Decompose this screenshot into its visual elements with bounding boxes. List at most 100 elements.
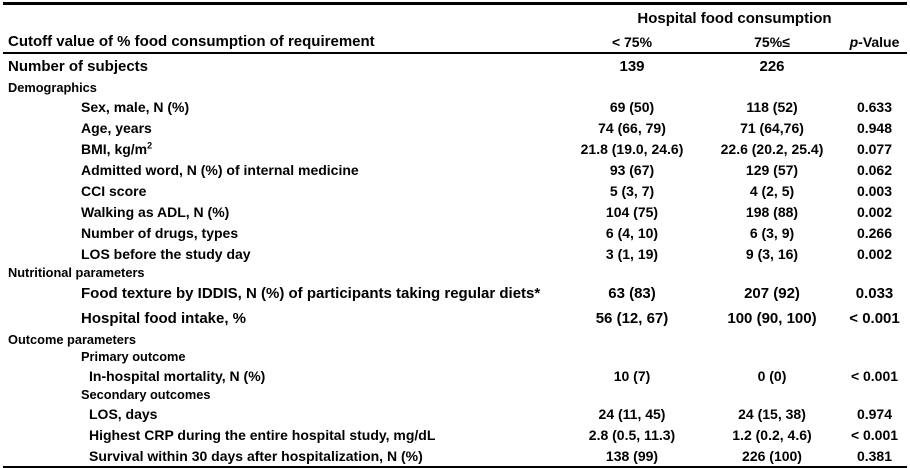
col-header-p-value: p-Value <box>842 34 907 50</box>
section-header-row: Demographics <box>3 79 907 96</box>
value-cell-ge-75: 22.6 (20.2, 25.4) <box>720 140 824 157</box>
row-label: Survival within 30 days after hospitaliz… <box>3 448 562 464</box>
row-label: CCI score <box>3 183 562 199</box>
p-value-cell: 0.033 <box>855 285 894 302</box>
row-label: LOS, days <box>3 406 562 422</box>
value-cell-ge-75: 71 (64,76) <box>740 119 804 136</box>
value-cell-lt-75: 24 (11, 45) <box>598 405 666 422</box>
value-cell-ge-75: 118 (52) <box>746 98 798 115</box>
p-value-cell: < 0.001 <box>850 426 899 443</box>
table-row: Age, years 74 (66, 79) 71 (64,76) 0.948 <box>3 117 907 138</box>
table-row: LOS, days 24 (11, 45) 24 (15, 38) 0.974 <box>3 403 907 424</box>
row-label: BMI, kg/m2 <box>3 139 562 157</box>
value-cell-lt-75: 2.8 (0.5, 11.3) <box>588 426 676 443</box>
value-cell-ge-75: 9 (3, 16) <box>745 245 799 262</box>
row-label: LOS before the study day <box>3 246 562 262</box>
section-label: Nutritional parameters <box>3 265 562 280</box>
row-label-text: Number of subjects <box>8 58 149 75</box>
value-cell-lt-75: 6 (4, 10) <box>605 224 659 241</box>
row-label-text: Highest CRP during the entire hospital s… <box>89 426 436 443</box>
p-value-italic-p: p <box>849 33 859 50</box>
column-group-header: Hospital food consumption <box>637 9 832 27</box>
value-cell-lt-75: 10 (7) <box>613 367 651 384</box>
p-value-cell: 0.062 <box>856 161 893 178</box>
value-cell-ge-75: 1.2 (0.2, 4.6) <box>732 426 812 443</box>
row-label-text: Number of drugs, types <box>81 224 239 241</box>
table-row: LOS before the study day 3 (1, 19) 9 (3, 1… <box>3 243 907 264</box>
row-label: Food texture by IDDIS, N (%) of particip… <box>3 285 562 302</box>
row-label: Number of subjects <box>3 58 562 75</box>
row-stub-header: Cutoff value of % food consumption of re… <box>8 33 375 50</box>
section-header-row: Secondary outcomes <box>3 386 907 403</box>
row-label-text: In-hospital mortality, N (%) <box>89 367 266 384</box>
row-label-text: Hospital food intake, % <box>81 310 247 327</box>
p-value-cell: 0.002 <box>856 245 893 262</box>
p-value-cell: 0.077 <box>856 140 893 157</box>
value-cell-lt-75: 139 <box>619 58 645 75</box>
row-label-superscript: 2 <box>147 139 153 150</box>
hospital-food-consumption-table: Hospital food consumption Cutoff value o… <box>3 2 907 468</box>
row-label-text: Sex, male, N (%) <box>81 98 190 115</box>
table-body: Number of subjects 139 226 Demographics Sex,… <box>3 54 907 466</box>
table-row: Sex, male, N (%) 69 (50) 118 (52) 0.633 <box>3 96 907 117</box>
p-value-cell: 0.633 <box>856 98 893 115</box>
table-row: Walking as ADL, N (%) 104 (75) 198 (88) 0.0… <box>3 201 907 222</box>
column-header-row: Cutoff value of % food consumption of re… <box>3 31 907 54</box>
value-cell-ge-75: 0 (0) <box>757 367 787 384</box>
section-label: Outcome parameters <box>3 332 562 347</box>
row-label: Hospital food intake, % <box>3 310 562 327</box>
value-cell-ge-75: 24 (15, 38) <box>738 405 806 422</box>
section-label: Secondary outcomes <box>3 387 562 402</box>
p-value-cell: < 0.001 <box>849 310 900 327</box>
row-label: Age, years <box>3 120 562 136</box>
row-label-text: Survival within 30 days after hospitaliz… <box>89 447 423 464</box>
p-value-cell: 0.003 <box>856 182 893 199</box>
row-label-text: Outcome parameters <box>8 332 137 347</box>
p-value-cell: < 0.001 <box>850 367 899 384</box>
table-row: Hospital food intake, % 56 (12, 67) 100 (9… <box>3 306 907 331</box>
p-value-cell: 0.002 <box>856 203 893 220</box>
row-label-text: LOS before the study day <box>81 245 251 262</box>
value-cell-lt-75: 63 (83) <box>608 285 656 302</box>
section-header-row: Primary outcome <box>3 348 907 365</box>
row-label: In-hospital mortality, N (%) <box>3 368 562 384</box>
table-row: Number of drugs, types 6 (4, 10) 6 (3, 9) 0… <box>3 222 907 243</box>
section-label: Demographics <box>3 80 562 95</box>
table-row: Food texture by IDDIS, N (%) of particip… <box>3 281 907 306</box>
row-label-text: Food texture by IDDIS, N (%) of particip… <box>81 285 541 302</box>
table-row: Highest CRP during the entire hospital s… <box>3 424 907 445</box>
col-header-ge-75: 75%≤ <box>754 33 790 50</box>
p-value-cell: 0.948 <box>856 119 893 136</box>
row-label-text: LOS, days <box>89 405 158 422</box>
row-label: Highest CRP during the entire hospital s… <box>3 427 562 443</box>
p-value-cell: 0.974 <box>856 405 893 422</box>
table-row: CCI score 5 (3, 7) 4 (2, 5) 0.003 <box>3 180 907 201</box>
value-cell-ge-75: 198 (88) <box>745 203 799 220</box>
row-label-text: BMI, kg/m <box>81 140 148 157</box>
value-cell-ge-75: 6 (3, 9) <box>749 224 795 241</box>
table-row: Admitted word, N (%) of internal medicin… <box>3 159 907 180</box>
row-label: Sex, male, N (%) <box>3 99 562 115</box>
row-label: Admitted word, N (%) of internal medicin… <box>3 162 562 178</box>
p-value-rest: -Value <box>858 33 900 50</box>
row-label-text: Nutritional parameters <box>8 265 145 280</box>
row-label-text: Walking as ADL, N (%) <box>81 203 230 220</box>
row-label: Number of drugs, types <box>3 225 562 241</box>
value-cell-ge-75: 207 (92) <box>744 285 800 302</box>
row-label-text: Admitted word, N (%) of internal medicin… <box>81 161 359 178</box>
value-cell-lt-75: 56 (12, 67) <box>595 310 669 327</box>
section-header-row: Outcome parameters <box>3 331 907 348</box>
value-cell-lt-75: 138 (99) <box>605 447 659 464</box>
value-cell-ge-75: 129 (57) <box>745 161 799 178</box>
value-cell-lt-75: 5 (3, 7) <box>609 182 655 199</box>
table-row: Number of subjects 139 226 <box>3 54 907 79</box>
value-cell-lt-75: 104 (75) <box>605 203 659 220</box>
section-label: Primary outcome <box>3 349 562 364</box>
row-label-text: Age, years <box>81 119 152 136</box>
value-cell-lt-75: 93 (67) <box>609 161 655 178</box>
value-cell-ge-75: 226 (100) <box>742 447 802 464</box>
value-cell-lt-75: 74 (66, 79) <box>598 119 666 136</box>
value-cell-ge-75: 4 (2, 5) <box>749 182 795 199</box>
column-group-header-row: Hospital food consumption <box>3 5 907 31</box>
